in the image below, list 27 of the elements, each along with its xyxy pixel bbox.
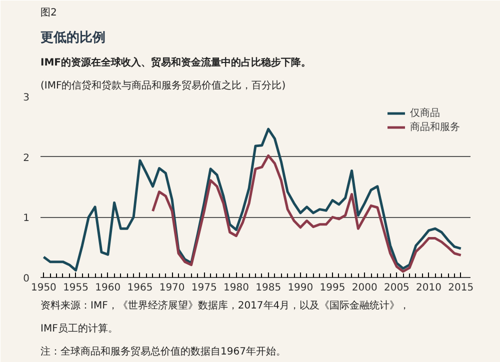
x-tick-label: 2015 (448, 282, 474, 294)
x-tick-label: 1960 (95, 282, 121, 294)
text: 资料来源：IMF，《世界经济展望》数据库，2017年4月，以及《国际金融统计》，IMF员工的计算。 (40, 300, 410, 334)
caption: 图2 (40, 8, 57, 18)
x-tick-label: 1955 (63, 282, 89, 294)
chart-title: 更低的比例 (40, 30, 106, 46)
x-tick-label: 1990 (288, 282, 314, 294)
x-tick-label: 1970 (159, 282, 185, 294)
x-tick-label: 1965 (127, 282, 153, 294)
x-tick-label: 2010 (416, 282, 442, 294)
legend-label: 仅商品 (410, 106, 440, 120)
line-series (152, 154, 462, 273)
x-tick-label: 2005 (384, 282, 410, 294)
legend-label: 商品和服务 (410, 120, 460, 134)
y-tick-label: 3 (23, 92, 30, 104)
y-axis-title: (IMF的信贷和贷款与商品和服务贸易价值之比，百分比) (40, 80, 286, 92)
x-tick-label: 1950 (30, 282, 56, 294)
x-tick-label: 1980 (224, 282, 249, 294)
x-tick-label: 1975 (191, 282, 217, 294)
x-tick-label: 1985 (256, 282, 282, 294)
y-tick-label: 1 (23, 213, 30, 224)
text: 注：全球商品和服务贸易总价值的数据自1967年开始。 (40, 346, 286, 358)
y-tick-label: 2 (23, 152, 30, 164)
x-tick-label: 1995 (320, 282, 346, 294)
chart-subtitle: IMF的资源在全球收入、贸易和资金流量中的占比稳步下降。 (40, 56, 312, 68)
y-tick-label: 0 (23, 274, 30, 284)
x-tick-label: 2000 (352, 282, 378, 294)
